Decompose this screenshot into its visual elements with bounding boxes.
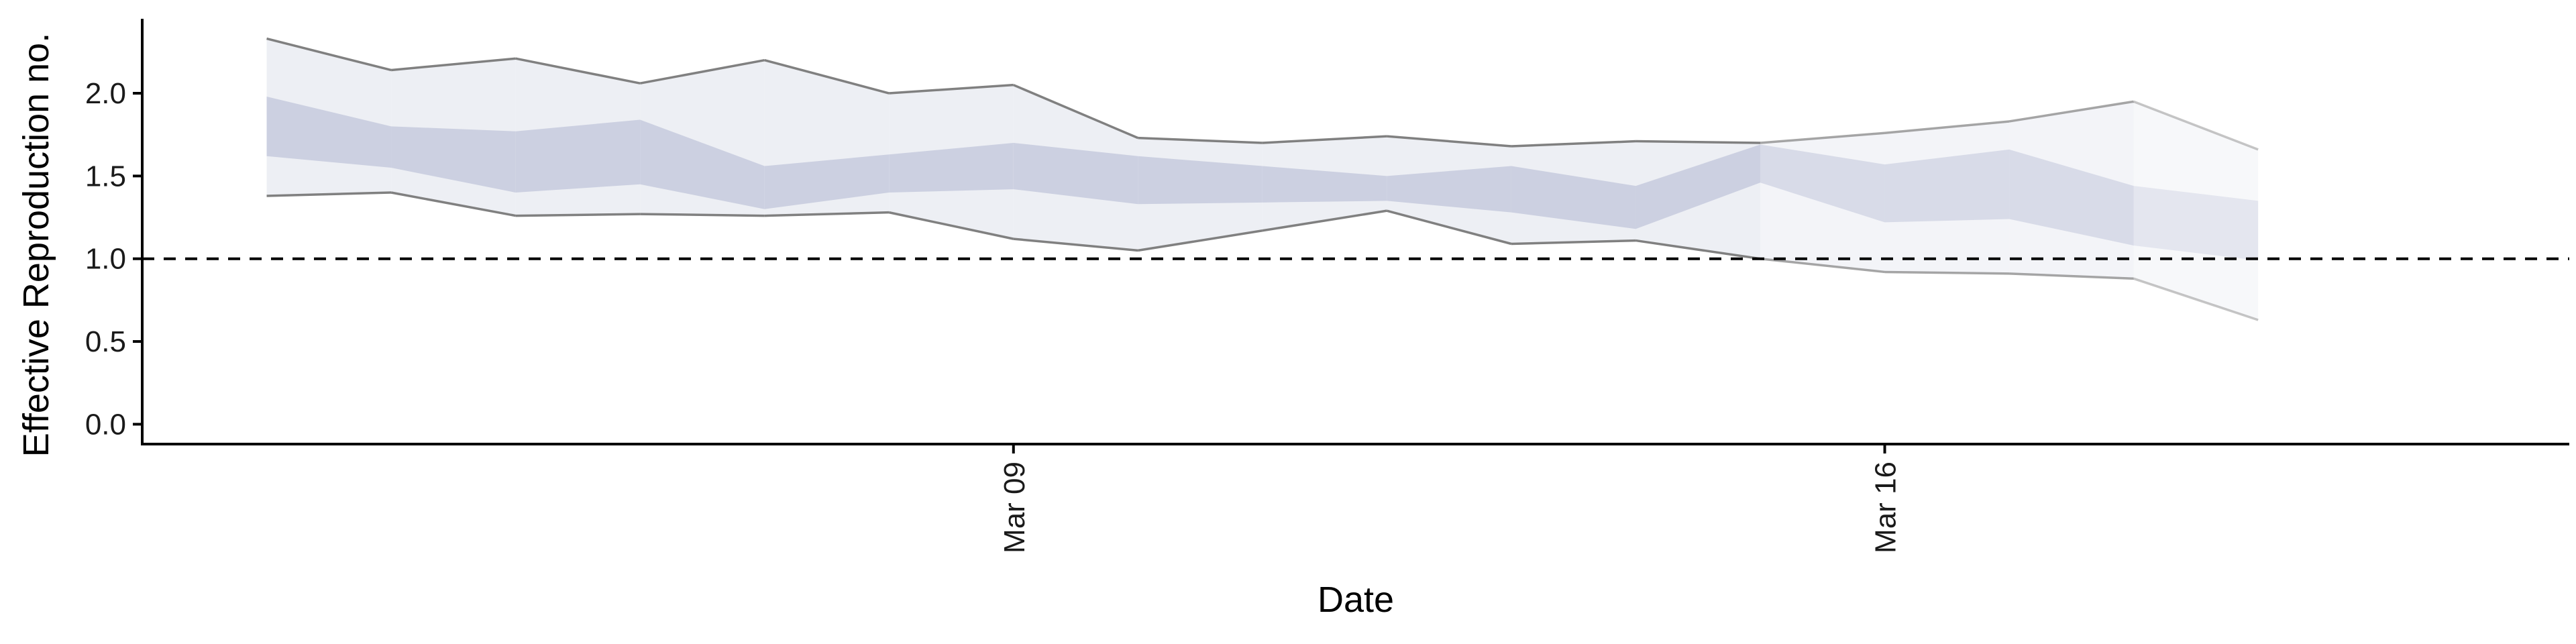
upper-bound-segment (1138, 136, 1263, 144)
upper-bound-segment (1760, 131, 1885, 144)
lower-bound-segment (1262, 209, 1387, 232)
lower-bound-segment (1635, 239, 1761, 260)
inner-interval-segment (1387, 166, 1511, 213)
upper-bound-segment (390, 57, 516, 72)
lower-bound-segment (1013, 237, 1138, 252)
y-axis-title: Effective Reproduction no. (16, 33, 56, 457)
x-axis-ticks: Mar 09 Mar 16 (998, 444, 1902, 553)
inner-interval-segment (266, 96, 392, 168)
lower-bound-segment (515, 213, 641, 217)
upper-bound-segment (1262, 135, 1387, 144)
lower-bound-segment (266, 191, 392, 197)
lower-bound-segment (1884, 270, 2010, 275)
interval-bound-lines (266, 37, 2259, 321)
upper-bound-segment (639, 58, 765, 85)
y-tick-label: 0.5 (85, 325, 126, 358)
inner-interval-segment (764, 154, 890, 209)
inner-interval-segment (1635, 144, 1760, 229)
upper-bound-segment (2008, 100, 2134, 123)
y-tick-label: 2.0 (85, 77, 126, 110)
x-tick-label: Mar 16 (1870, 462, 1902, 553)
upper-bound-segment (1511, 140, 1636, 148)
upper-bound-segment (764, 58, 890, 95)
inner-interval-segment (2009, 149, 2134, 246)
x-axis-title: Date (1318, 580, 1394, 620)
inner-interval-segment (1884, 149, 2010, 223)
upper-bound-segment (1635, 140, 1761, 144)
upper-bound-segment (1884, 120, 2010, 134)
inner-interval-segment (1138, 156, 1263, 205)
lower-bound-segment (1511, 239, 1636, 246)
upper-bound-segment (515, 57, 641, 85)
inner-interval-segment (2133, 186, 2259, 261)
x-tick-label: Mar 09 (998, 462, 1031, 553)
inner-interval-segment (889, 143, 1014, 193)
inner-interval-segment (640, 119, 765, 209)
y-tick-label: 1.0 (85, 243, 126, 276)
lower-bound-segment (2133, 277, 2259, 321)
upper-bound-segment (1387, 135, 1512, 148)
outer-interval-segment (2133, 101, 2259, 320)
lower-bound-segment (888, 211, 1014, 240)
lower-bound-segment (390, 191, 516, 217)
upper-bound-segment (266, 37, 392, 72)
inner-interval-segment (1511, 166, 1636, 229)
credible-interval-bands (266, 38, 2259, 320)
inner-interval-segment (1760, 144, 1885, 223)
lower-bound-segment (2009, 272, 2134, 280)
y-tick-label: 0.0 (85, 408, 126, 441)
lower-bound-segment (640, 213, 765, 217)
lower-bound-segment (1138, 229, 1263, 252)
upper-bound-segment (1013, 84, 1138, 140)
lower-bound-segment (1386, 209, 1512, 246)
inner-interval-segment (1262, 166, 1387, 203)
lower-bound-segment (764, 211, 890, 217)
upper-bound-segment (889, 83, 1014, 95)
inner-interval-segment (1013, 143, 1138, 205)
upper-bound-segment (2133, 100, 2259, 151)
lower-bound-segment (1760, 257, 1885, 274)
y-tick-label: 1.5 (85, 160, 126, 193)
inner-interval-segment (391, 126, 516, 193)
inner-interval-segment (515, 119, 641, 193)
y-axis-ticks: 0.0 0.5 1.0 1.5 2.0 (85, 77, 142, 441)
